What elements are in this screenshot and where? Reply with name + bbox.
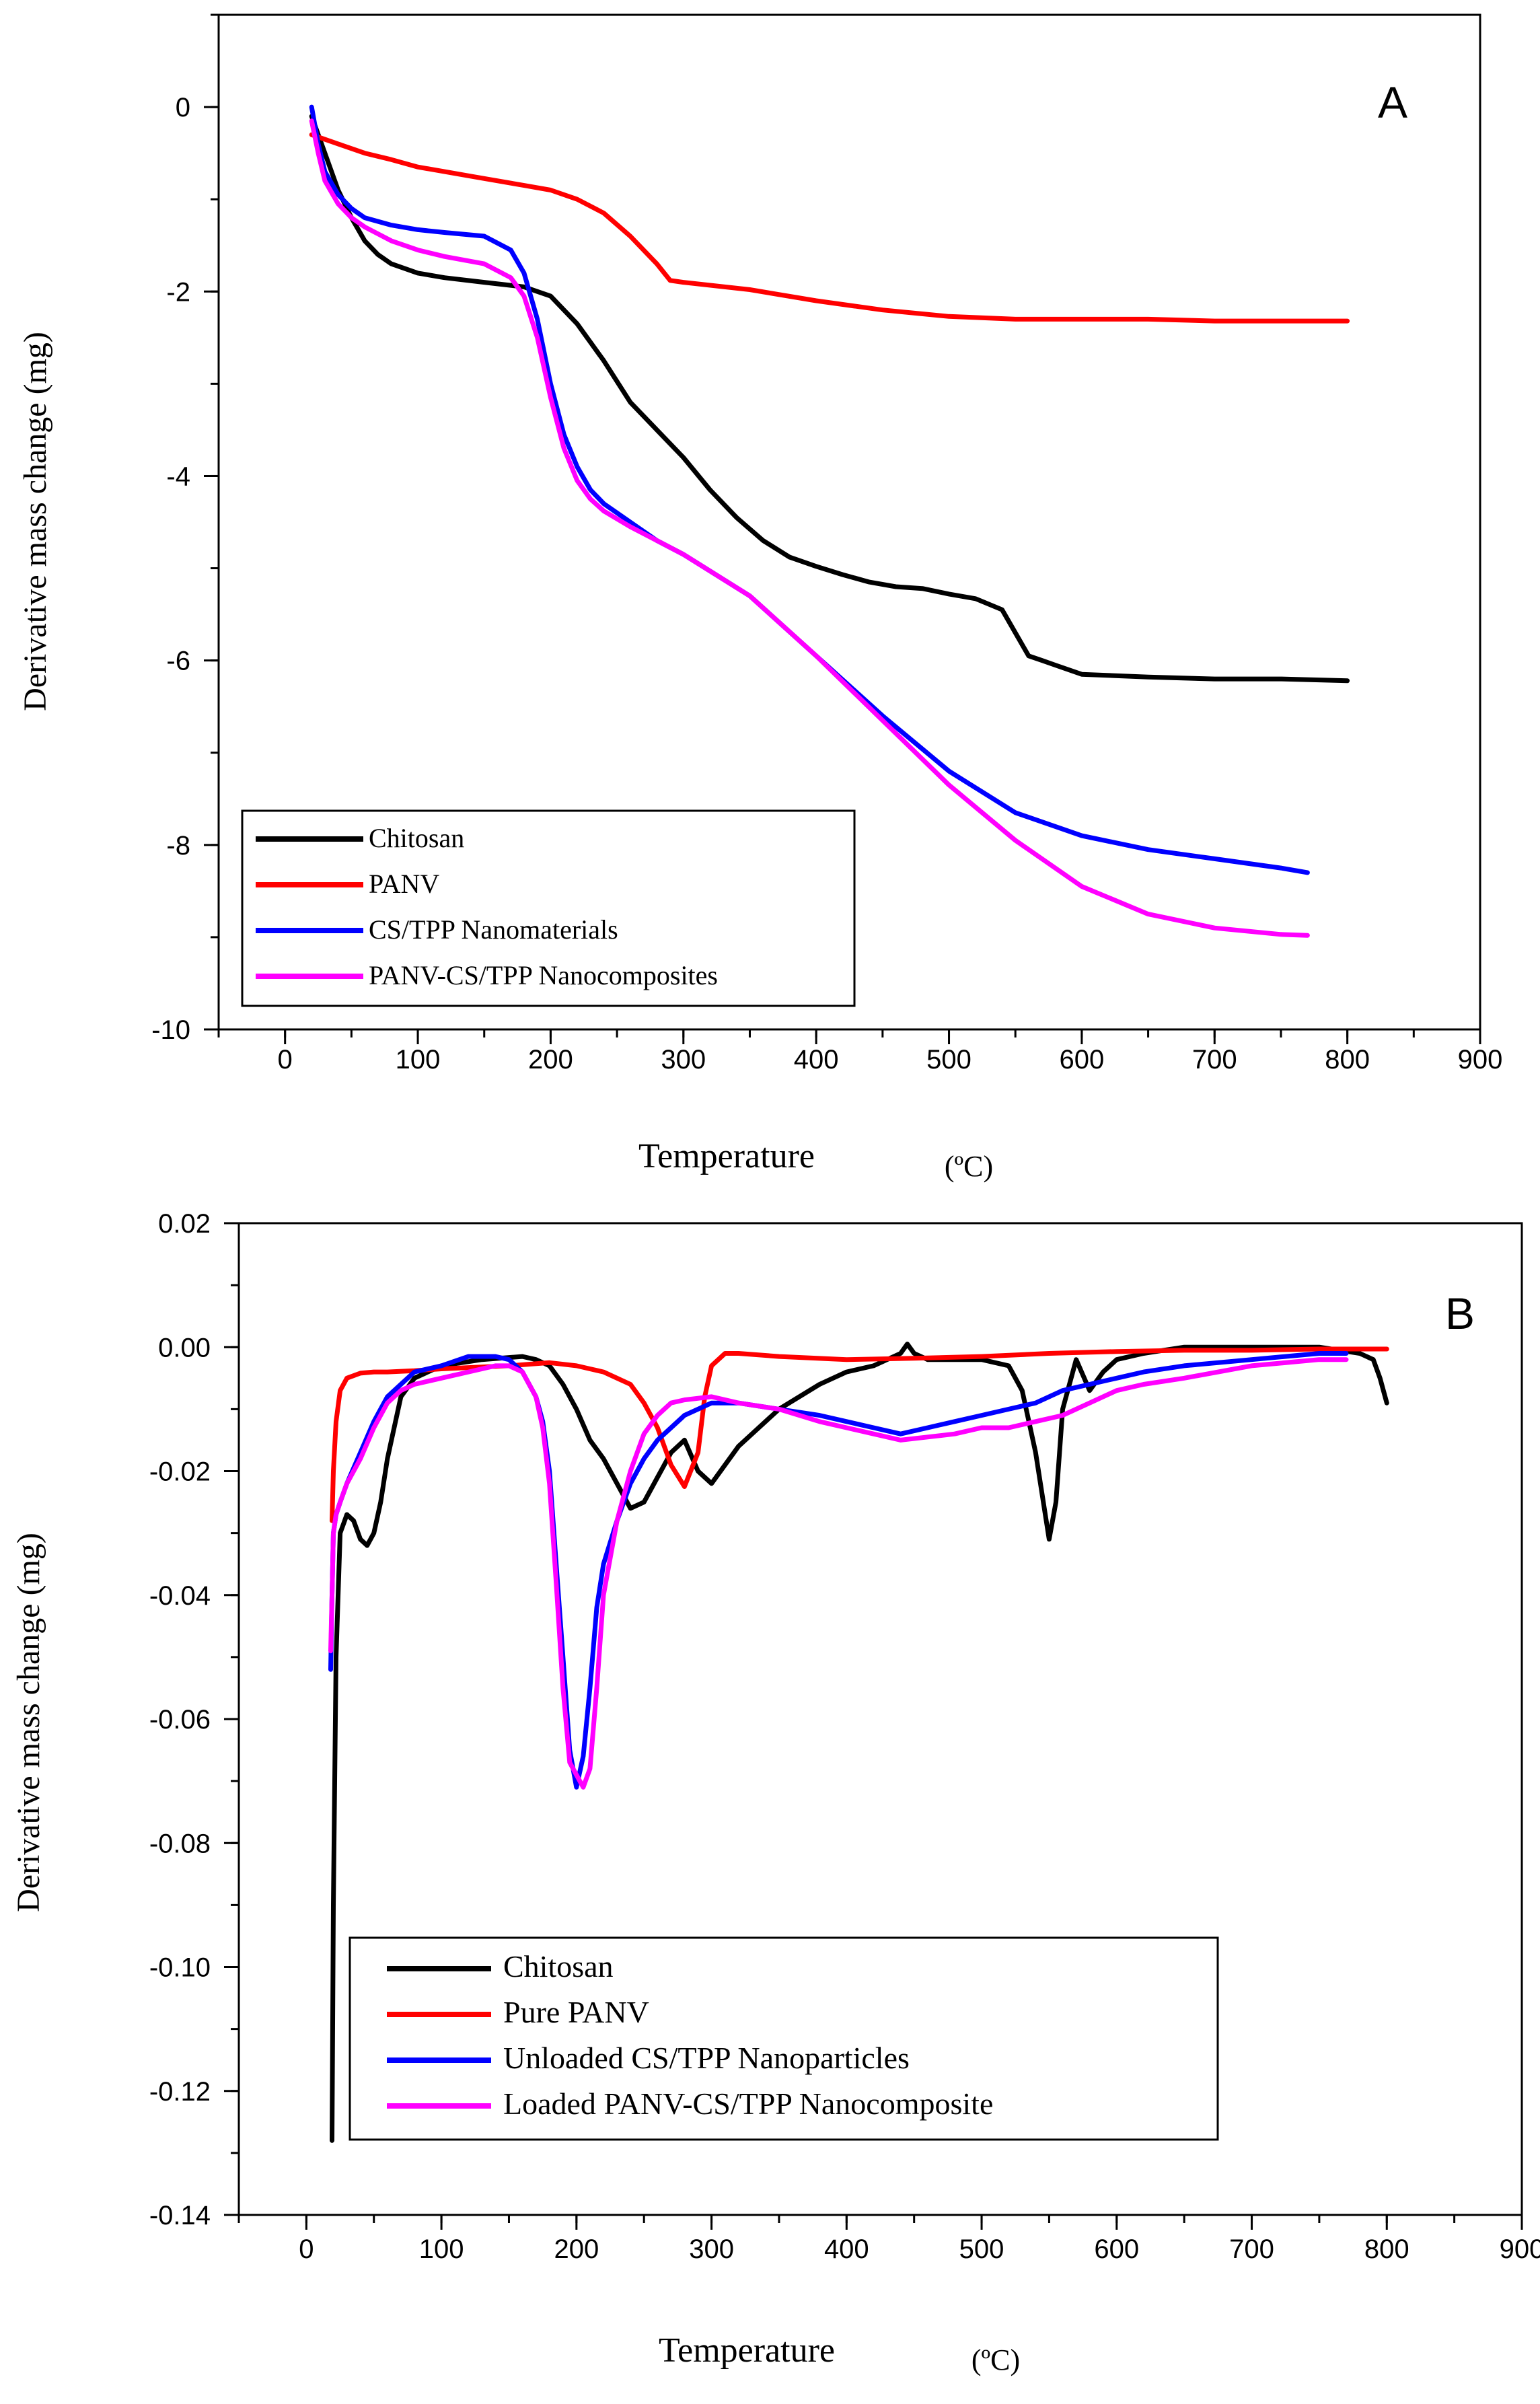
series-line-loaded-panv-cs-tpp-nanocomposite [328, 1357, 1349, 1790]
y-tick-label: -0.14 [149, 2201, 211, 2230]
panel-a: 0 100 200 300 400 500 600 700 800 900 0 -2 -4 -6 -8 -10… [17, 13, 1503, 1183]
x-tick-label: 0 [299, 2234, 314, 2264]
series-line-unloaded-cs-tpp-nanoparticles [328, 1351, 1349, 1790]
series-line-panv [309, 132, 1350, 324]
x-tick-label: 700 [1229, 2234, 1274, 2264]
y-tick-label: -0.12 [149, 2077, 211, 2107]
panel-b: 0 100 200 300 400 500 600 700 800 900 0.02 0.00 -0.0… [11, 1209, 1540, 2376]
x-tick-label: 100 [396, 1045, 441, 1074]
x-tick-label: 400 [824, 2234, 869, 2264]
y-tick-label: 0.02 [158, 1209, 211, 1239]
x-tick-label: 800 [1364, 2234, 1409, 2264]
legend-label: CS/TPP Nanomaterials [369, 914, 618, 945]
x-tick-label: 500 [959, 2234, 1004, 2264]
y-tick-label: 0.00 [158, 1333, 211, 1362]
x-axis-label: Temperature [659, 2331, 835, 2370]
plot-frame [217, 13, 1481, 1031]
x-tick-label: 800 [1325, 1045, 1370, 1074]
series-line-chitosan [330, 1342, 1389, 2143]
x-tick-label: 300 [689, 2234, 734, 2264]
x-tick-label: 900 [1458, 1045, 1503, 1074]
x-tick-label: 500 [926, 1045, 971, 1074]
panel-label: A [1378, 77, 1407, 127]
series-line-chitosan [309, 114, 1350, 684]
x-tick-label: 0 [278, 1045, 293, 1074]
legend-box [241, 809, 856, 1007]
y-tick-label: -6 [166, 647, 190, 676]
legend-label: Unloaded CS/TPP Nanoparticles [503, 2041, 910, 2075]
x-axis-label: Temperature [638, 1137, 815, 1175]
x-tick-label: 200 [554, 2234, 599, 2264]
y-tick-label: -10 [151, 1015, 190, 1045]
y-tick-label: -2 [166, 277, 190, 307]
series-line-cs-tpp-nanomaterials [309, 104, 1310, 875]
x-tick-label: 100 [419, 2234, 464, 2264]
panel-label: B [1445, 1288, 1475, 1338]
legend-label: Chitosan [369, 823, 464, 853]
series-line-pure-panv [330, 1346, 1389, 1523]
legend: Chitosan Pure PANV Unloaded CS/TPP Nanopar… [349, 1936, 1219, 2141]
legend-label: PANV-CS/TPP Nanocomposites [369, 960, 718, 990]
legend-label: Loaded PANV-CS/TPP Nanocomposite [503, 2086, 993, 2121]
series-line-panv-cs-tpp-nanocomposites [309, 118, 1310, 938]
x-tick-label: 900 [1500, 2234, 1540, 2264]
x-tick-label: 600 [1060, 1045, 1105, 1074]
x-tick-label: 700 [1192, 1045, 1237, 1074]
y-axis-label: Derivative mass change (mg) [17, 332, 53, 711]
x-tick-label: 600 [1094, 2234, 1139, 2264]
y-tick-label: 0 [176, 93, 190, 122]
y-tick-label: -4 [166, 462, 190, 491]
legend: Chitosan PANV CS/TPP Nanomaterials PANV-CS/… [241, 809, 856, 1007]
legend-label: Pure PANV [503, 1995, 649, 2029]
legend-label: Chitosan [503, 1949, 614, 1983]
x-axis-unit: (ºC) [971, 2343, 1020, 2376]
y-tick-label: -0.10 [149, 1953, 211, 1983]
y-tick-label: -0.02 [149, 1457, 211, 1487]
y-tick-label: -0.08 [149, 1829, 211, 1858]
x-axis-unit: (ºC) [945, 1150, 993, 1183]
y-axis-label: Derivative mass change (mg) [11, 1533, 46, 1912]
x-tick-label: 400 [794, 1045, 839, 1074]
y-tick-label: -0.06 [149, 1705, 211, 1735]
legend-box [349, 1936, 1219, 2141]
y-tick-label: -8 [166, 831, 190, 861]
x-tick-label: 300 [661, 1045, 706, 1074]
legend-label: PANV [369, 869, 439, 899]
x-tick-label: 200 [528, 1045, 573, 1074]
y-tick-label: -0.04 [149, 1581, 211, 1611]
